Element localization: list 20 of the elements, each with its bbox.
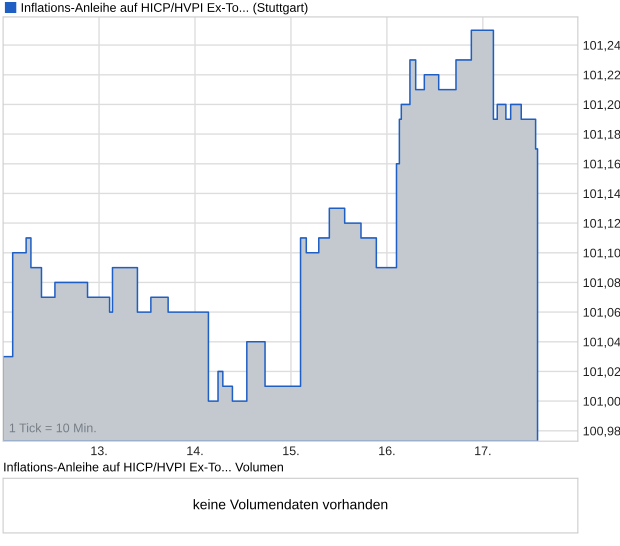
y-tick-label: 101,16 xyxy=(584,160,620,170)
y-tick-label: 101,06 xyxy=(584,308,620,318)
text: Inflations-Anleihe auf HICP/HVPI Ex-To... (Stuttgart) xyxy=(22,2,308,14)
x-tick-label: 13. xyxy=(91,446,107,456)
text: Inflations-Anleihe auf HICP/HVPI Ex-To... Volumen xyxy=(4,462,283,472)
y-tick-label: 101,00 xyxy=(584,396,620,408)
y-tick-label: 100,98 xyxy=(584,426,620,437)
x-tick-label: 17. xyxy=(475,446,490,456)
x-tick-label: 16. xyxy=(379,446,394,456)
y-tick-label: 101,10 xyxy=(584,248,620,259)
annotation: 1 Tick = 10 Min. xyxy=(10,423,96,432)
y-tick-label: 101,08 xyxy=(584,278,620,289)
x-tick-label: 14. xyxy=(187,446,203,456)
y-tick-label: 101,18 xyxy=(584,130,620,140)
x-tick-label: 15. xyxy=(283,446,298,456)
y-tick-label: 101,12 xyxy=(584,218,620,230)
y-tick-label: 101,22 xyxy=(584,70,620,81)
y-tick-label: 101,02 xyxy=(584,367,620,378)
text: keine Volumendaten vorhanden xyxy=(194,499,388,510)
y-tick-label: 101,20 xyxy=(584,100,620,111)
